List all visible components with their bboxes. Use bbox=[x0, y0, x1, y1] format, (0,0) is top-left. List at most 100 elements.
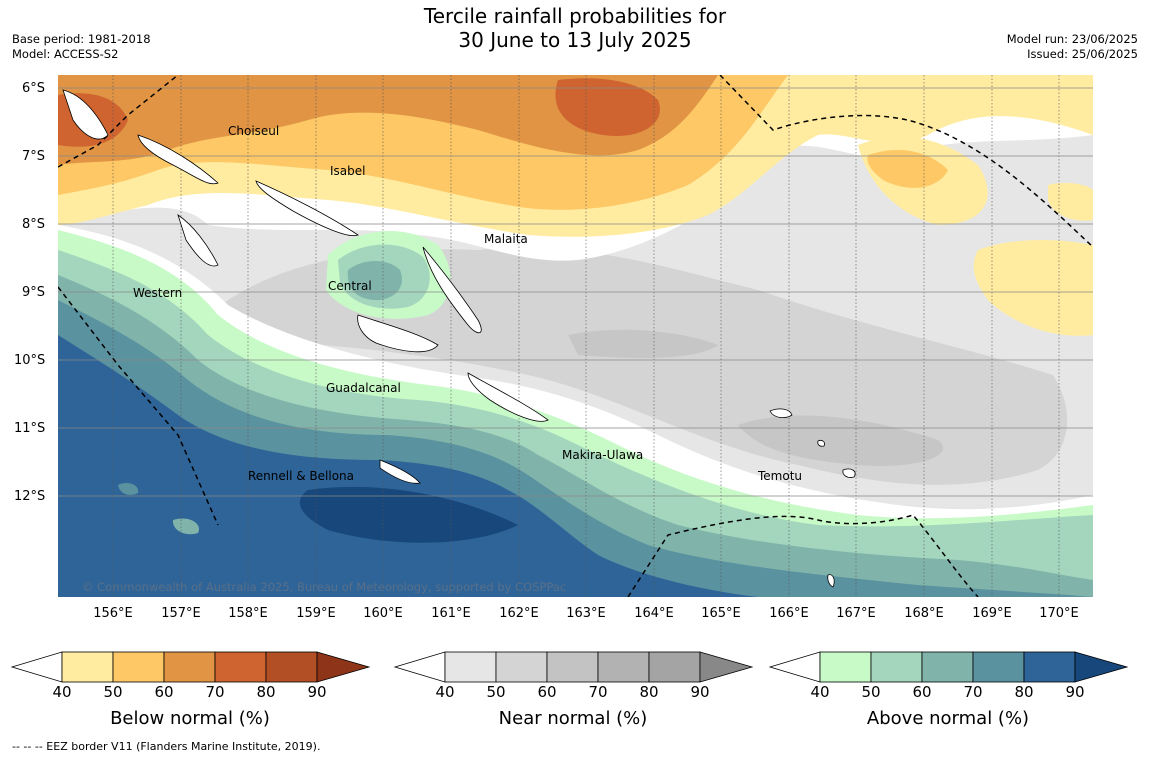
near-tick: 70 bbox=[588, 683, 608, 701]
lon-label: 166°E bbox=[769, 606, 809, 621]
issued-date: Issued: 25/06/2025 bbox=[1027, 47, 1138, 61]
eez-footnote: -- -- -- EEZ border V11 (Flanders Marine… bbox=[12, 740, 321, 753]
label-temotu: Temotu bbox=[757, 469, 802, 483]
colorbar-segment bbox=[163, 651, 216, 683]
label-guadalcanal: Guadalcanal bbox=[326, 381, 401, 395]
temotu-island bbox=[769, 408, 793, 419]
lon-label: 156°E bbox=[93, 606, 133, 621]
colorbar-segment bbox=[819, 651, 872, 683]
chart-title: Tercile rainfall probabilities for 30 Ju… bbox=[0, 4, 1150, 52]
colorbar-segment bbox=[444, 651, 497, 683]
label-rennell-bellona: Rennell & Bellona bbox=[248, 469, 354, 483]
above-tick: 80 bbox=[1014, 683, 1034, 701]
colorbar-segment bbox=[265, 651, 318, 683]
near-normal-colorbar bbox=[393, 651, 753, 683]
rennell-island bbox=[379, 459, 421, 484]
above-normal-title: Above normal (%) bbox=[866, 708, 1030, 729]
lon-label: 158°E bbox=[228, 606, 268, 621]
colorbar-segment bbox=[597, 651, 650, 683]
above-normal-colorbar bbox=[768, 651, 1128, 683]
above-normal-80-region bbox=[58, 335, 758, 597]
lon-label: 167°E bbox=[836, 606, 876, 621]
above-tick: 50 bbox=[861, 683, 881, 701]
below-tick: 70 bbox=[205, 683, 225, 701]
above-tick: 70 bbox=[963, 683, 983, 701]
near-tick: 40 bbox=[435, 683, 455, 701]
lon-label: 165°E bbox=[701, 606, 741, 621]
lon-label: 164°E bbox=[634, 606, 674, 621]
label-central: Central bbox=[328, 279, 372, 293]
lat-label: 11°S bbox=[14, 421, 46, 436]
near-normal-60-region bbox=[568, 329, 718, 358]
lon-label: 160°E bbox=[363, 606, 403, 621]
near-tick: 50 bbox=[486, 683, 506, 701]
lat-label: 8°S bbox=[22, 217, 46, 232]
lon-label: 169°E bbox=[972, 606, 1012, 621]
malaita-island bbox=[422, 246, 482, 334]
colorbar-max-triangle bbox=[1074, 651, 1128, 683]
lon-label: 159°E bbox=[296, 606, 336, 621]
colorbar-min-triangle bbox=[768, 651, 821, 683]
colorbar-segment bbox=[495, 651, 548, 683]
colorbar-segment bbox=[648, 651, 701, 683]
model-name: Model: ACCESS-S2 bbox=[12, 47, 119, 61]
label-choiseul: Choiseul bbox=[228, 124, 279, 138]
label-malaita: Malaita bbox=[484, 232, 528, 246]
colorbar-segment bbox=[921, 651, 974, 683]
isabel-island bbox=[255, 180, 359, 237]
latitude-grid bbox=[58, 87, 1093, 497]
label-makira-ulawa: Makira-Ulawa bbox=[562, 448, 643, 462]
western-islands bbox=[177, 214, 219, 267]
lon-label: 157°E bbox=[161, 606, 201, 621]
near-tick: 60 bbox=[537, 683, 557, 701]
below-tick: 90 bbox=[307, 683, 327, 701]
title-line-2: 30 June to 13 July 2025 bbox=[458, 28, 692, 52]
makira-island bbox=[467, 372, 549, 422]
near-normal-title: Near normal (%) bbox=[498, 708, 648, 729]
colorbar-segment bbox=[112, 651, 165, 683]
below-normal-60-region bbox=[58, 75, 718, 165]
lat-label: 7°S bbox=[22, 149, 46, 164]
model-run: Model run: 23/06/2025 bbox=[1006, 32, 1138, 46]
lon-label: 163°E bbox=[566, 606, 606, 621]
near-tick: 80 bbox=[639, 683, 659, 701]
below-tick: 40 bbox=[52, 683, 72, 701]
meta-right: Model run: 23/06/2025 Issued: 25/06/2025 bbox=[1007, 32, 1138, 62]
below-tick: 80 bbox=[256, 683, 276, 701]
meta-left: Base period: 1981-2018 Model: ACCESS-S2 bbox=[12, 32, 151, 62]
below-normal-title: Below normal (%) bbox=[110, 708, 270, 729]
below-normal-colorbar bbox=[10, 651, 370, 683]
colorbar-segment bbox=[1023, 651, 1076, 683]
colorbar-min-triangle bbox=[10, 651, 63, 683]
lon-label: 162°E bbox=[499, 606, 539, 621]
lon-label: 161°E bbox=[431, 606, 471, 621]
eez-border bbox=[58, 75, 1093, 597]
title-line-1: Tercile rainfall probabilities for bbox=[423, 4, 727, 28]
lat-label: 9°S bbox=[22, 285, 46, 300]
rainfall-map: Choiseul Isabel Malaita Western Central … bbox=[58, 75, 1093, 597]
lon-label: 170°E bbox=[1039, 606, 1079, 621]
colorbar-segment bbox=[972, 651, 1025, 683]
colorbar-max-triangle bbox=[316, 651, 370, 683]
lon-label: 168°E bbox=[904, 606, 944, 621]
below-normal-70-region bbox=[555, 78, 660, 136]
lat-label: 10°S bbox=[14, 353, 46, 368]
choiseul-island bbox=[137, 134, 219, 185]
label-isabel: Isabel bbox=[330, 164, 365, 178]
above-tick: 90 bbox=[1065, 683, 1085, 701]
islands bbox=[62, 89, 856, 588]
copyright-text: © Commonwealth of Australia 2025, Bureau… bbox=[82, 580, 566, 594]
colorbar-segment bbox=[214, 651, 267, 683]
guadalcanal-island bbox=[357, 314, 439, 353]
base-period: Base period: 1981-2018 bbox=[12, 32, 151, 46]
colorbar-max-triangle bbox=[699, 651, 753, 683]
colorbar-min-triangle bbox=[393, 651, 446, 683]
lat-label: 12°S bbox=[14, 489, 46, 504]
colorbar-segment bbox=[546, 651, 599, 683]
longitude-grid bbox=[112, 75, 1060, 597]
lat-label: 6°S bbox=[22, 81, 46, 96]
below-tick: 50 bbox=[103, 683, 123, 701]
label-western: Western bbox=[133, 286, 182, 300]
below-tick: 60 bbox=[154, 683, 174, 701]
above-tick: 40 bbox=[810, 683, 830, 701]
